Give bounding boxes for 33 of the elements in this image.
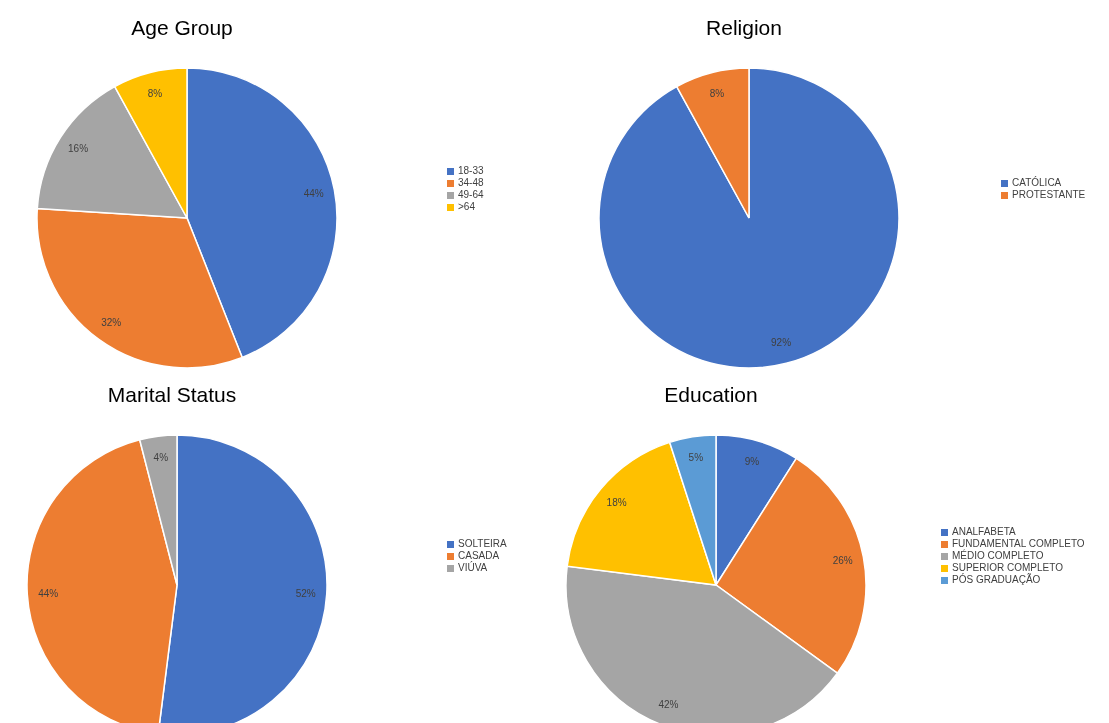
data-label: 26% [832,555,853,567]
data-label: 92% [771,337,792,349]
legend-label: SUPERIOR COMPLETO [952,562,1063,573]
data-label: 52% [295,587,316,599]
legend-label: >64 [458,201,475,212]
data-label: 16% [68,143,89,155]
chart-title: Marital Status [106,383,238,407]
legend-label: SOLTEIRA [458,538,507,549]
data-label: 9% [744,455,760,467]
legend-label: CATÓLICA [1012,177,1062,188]
data-label: 4% [153,451,169,463]
legend-label: PÓS GRADUAÇÃO [952,574,1041,585]
data-label: 44% [303,188,324,200]
legend-label: ANALFABETA [952,526,1016,537]
legend-label: 34-48 [458,177,484,188]
legend-label: MÉDIO COMPLETO [952,550,1044,561]
data-label: 5% [688,452,704,464]
data-label: 8% [709,87,725,99]
legend-label: CASADA [458,550,500,561]
chart-title: Age Group [130,16,234,40]
data-label: 44% [38,587,59,599]
data-label: 42% [658,699,679,711]
chart-title: Education [663,383,759,407]
data-label: 18% [606,497,627,509]
legend-label: 18-33 [458,165,484,176]
data-label: 8% [147,87,163,99]
legend-label: 49-64 [458,189,484,200]
pie-slice [598,67,900,369]
data-label: 32% [101,316,122,328]
legend-label: VIÚVA [458,562,488,573]
chart-title: Religion [705,16,783,40]
legend-label: PROTESTANTE [1012,189,1086,200]
legend-label: FUNDAMENTAL COMPLETO [952,538,1085,549]
